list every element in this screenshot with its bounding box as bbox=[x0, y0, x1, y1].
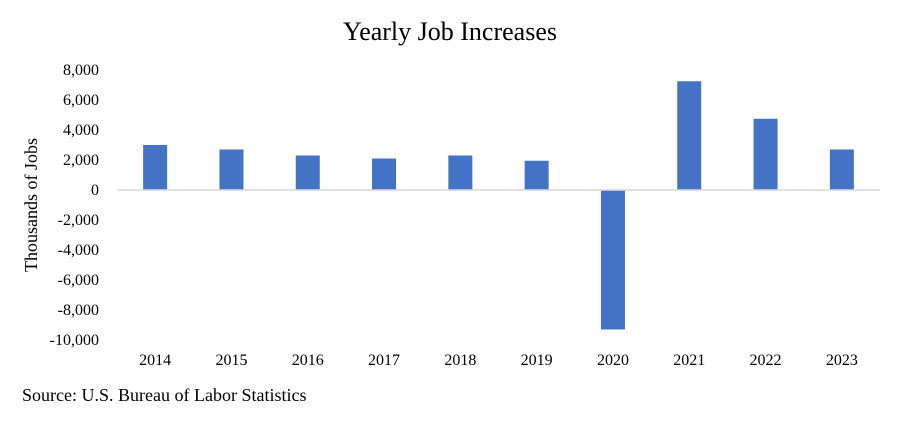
y-tick-label: 4,000 bbox=[63, 122, 99, 139]
x-tick-label: 2018 bbox=[444, 352, 476, 369]
x-tick-label: 2016 bbox=[292, 352, 324, 369]
x-tick-label: 2019 bbox=[521, 352, 553, 369]
y-tick-label: 0 bbox=[91, 182, 99, 199]
x-tick-label: 2020 bbox=[597, 352, 629, 369]
bar-2020 bbox=[600, 190, 625, 330]
y-tick-label: -10,000 bbox=[50, 332, 99, 349]
source-note: Source: U.S. Bureau of Labor Statistics bbox=[22, 385, 307, 405]
bar-2019 bbox=[524, 160, 549, 190]
bar-2017 bbox=[372, 158, 397, 190]
bar-2022 bbox=[753, 118, 778, 190]
y-tick-label: 8,000 bbox=[63, 62, 99, 79]
x-tick-label: 2014 bbox=[139, 352, 171, 369]
chart-title: Yearly Job Increases bbox=[343, 17, 557, 46]
x-tick-label: 2023 bbox=[826, 352, 858, 369]
x-tick-label: 2021 bbox=[673, 352, 705, 369]
y-tick-label: -2,000 bbox=[58, 212, 99, 229]
bar-2023 bbox=[829, 149, 854, 190]
x-tick-label: 2015 bbox=[215, 352, 247, 369]
bar-2015 bbox=[219, 149, 244, 190]
bar-2016 bbox=[295, 155, 320, 190]
y-tick-label: -8,000 bbox=[58, 302, 99, 319]
y-axis-title: Thousands of Jobs bbox=[21, 138, 41, 272]
x-axis-ticks: 2014 2015 2016 2017 2018 2019 2020 2021 2022 2023 bbox=[139, 352, 858, 369]
y-tick-label: -4,000 bbox=[58, 242, 99, 259]
y-tick-label: -6,000 bbox=[58, 272, 99, 289]
y-tick-label: 2,000 bbox=[63, 152, 99, 169]
x-tick-label: 2022 bbox=[750, 352, 782, 369]
bar-2014 bbox=[143, 145, 168, 190]
bar-2021 bbox=[677, 81, 702, 190]
x-tick-label: 2017 bbox=[368, 352, 400, 369]
bars bbox=[143, 81, 854, 330]
y-tick-label: 6,000 bbox=[63, 92, 99, 109]
bar-2018 bbox=[448, 155, 473, 190]
y-axis-ticks: 8,000 6,000 4,000 2,000 0 -2,000 -4,000 -6,000 -… bbox=[50, 62, 99, 349]
